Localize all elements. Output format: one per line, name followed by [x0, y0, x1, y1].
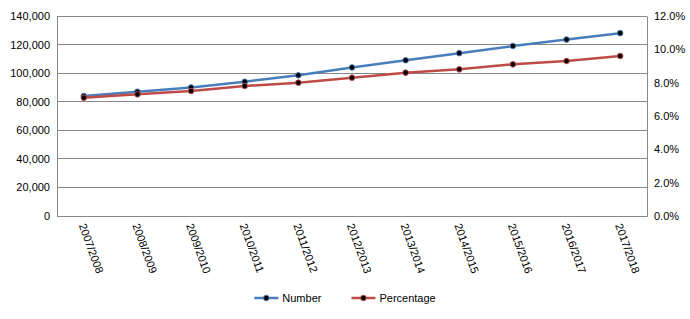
tick-label: 60,000	[16, 124, 50, 136]
legend-item: Percentage	[351, 292, 435, 304]
point-marker	[349, 65, 355, 71]
point-marker	[242, 83, 248, 89]
axis-line	[647, 17, 648, 217]
tick: 2010/2011	[238, 216, 267, 274]
point-marker	[564, 58, 570, 64]
tick-label: 2017/2018	[613, 222, 642, 275]
grid	[57, 16, 647, 216]
tick-label: 20,000	[16, 181, 50, 193]
tick: 2.0%	[647, 177, 679, 189]
plot: 0 20,000 40,000 60,000 80,000 100,000 120,000 1…	[10, 10, 685, 275]
tick-label: 2010/2011	[238, 222, 267, 274]
point-marker	[617, 30, 623, 36]
grid-line	[57, 101, 647, 102]
tick: 40,000	[16, 153, 57, 165]
point-marker	[456, 50, 462, 56]
tick: 8.0%	[647, 77, 679, 89]
grid-line	[57, 158, 647, 159]
y-axis: 0 20,000 40,000 60,000 80,000 100,000 120,000 1…	[10, 10, 57, 222]
y2-axis: 0.0% 2.0% 4.0% 6.0% 8.0% 10.0% 12.0%	[647, 10, 685, 222]
tick-label: 8.0%	[654, 77, 679, 89]
tick: 60,000	[16, 124, 57, 136]
point-marker	[510, 62, 516, 68]
tick-label: 2.0%	[654, 177, 679, 189]
grid-line	[57, 44, 647, 45]
tick-label: 40,000	[16, 153, 50, 165]
legend-item: Number	[254, 292, 321, 304]
tick-label: 2007/2008	[77, 222, 106, 275]
grid-line	[57, 16, 647, 17]
chart: 0 20,000 40,000 60,000 80,000 100,000 120,000 1…	[0, 0, 690, 319]
tick: 10.0%	[647, 43, 685, 55]
tick: 6.0%	[647, 110, 679, 122]
tick-label: 6.0%	[654, 110, 679, 122]
grid-line	[57, 73, 647, 74]
tick-label: 2009/2010	[184, 222, 213, 275]
legend: Number Percentage	[254, 292, 435, 304]
legend-label: Percentage	[379, 292, 435, 304]
tick: 2008/2009	[130, 216, 159, 275]
tick-label: 2012/2013	[345, 222, 374, 275]
point-marker	[564, 37, 570, 43]
tick-label: 80,000	[16, 96, 50, 108]
tick: 2007/2008	[77, 216, 106, 275]
tick: 2011/2012	[291, 216, 320, 274]
point-marker	[135, 92, 141, 98]
tick: 2014/2015	[452, 216, 481, 275]
legend-marker	[264, 295, 270, 301]
point-marker	[617, 53, 623, 59]
axis-line	[58, 216, 648, 217]
grid-line	[57, 130, 647, 131]
tick-label: 2014/2015	[452, 222, 481, 275]
tick-label: 120,000	[10, 39, 50, 51]
tick-label: 10.0%	[654, 43, 685, 55]
tick: 120,000	[10, 39, 57, 51]
x-axis: 2007/2008 2008/2009 2009/2010 2010/2011 2011…	[58, 216, 648, 275]
tick: 0.0%	[647, 210, 679, 222]
series-group	[81, 30, 623, 100]
point-marker	[349, 75, 355, 81]
axis-line	[57, 17, 58, 217]
tick: 2012/2013	[345, 216, 374, 275]
tick: 2017/2018	[613, 216, 642, 275]
series-line	[84, 33, 620, 96]
point-marker	[296, 80, 302, 86]
tick-label: 12.0%	[654, 10, 685, 22]
tick-label: 100,000	[10, 67, 50, 79]
tick: 2016/2017	[560, 216, 589, 275]
tick-label: 2011/2012	[291, 222, 320, 274]
legend-label: Number	[282, 292, 321, 304]
series-line	[84, 56, 620, 98]
point-marker	[456, 67, 462, 73]
point-marker	[296, 72, 302, 78]
point-marker	[188, 88, 194, 94]
point-marker	[81, 95, 87, 101]
tick: 2013/2014	[399, 216, 428, 275]
tick: 4.0%	[647, 143, 679, 155]
point-marker	[403, 70, 409, 76]
tick-label: 2015/2016	[506, 222, 535, 275]
tick-label: 0.0%	[654, 210, 679, 222]
tick: 2009/2010	[184, 216, 213, 275]
tick-label: 2016/2017	[560, 222, 589, 275]
tick: 100,000	[10, 67, 57, 79]
tick: 0	[44, 210, 57, 222]
tick-label: 2008/2009	[130, 222, 159, 275]
grid-line	[57, 187, 647, 188]
tick: 20,000	[16, 181, 57, 193]
legend-marker	[361, 295, 367, 301]
tick-label: 4.0%	[654, 143, 679, 155]
grid-line	[57, 216, 647, 217]
tick-label: 0	[44, 210, 50, 222]
tick: 140,000	[10, 10, 57, 22]
tick: 2015/2016	[506, 216, 535, 275]
tick-label: 140,000	[10, 10, 50, 22]
tick: 80,000	[16, 96, 57, 108]
point-marker	[403, 57, 409, 63]
tick-label: 2013/2014	[399, 222, 428, 275]
point-marker	[510, 43, 516, 49]
tick: 12.0%	[647, 10, 685, 22]
